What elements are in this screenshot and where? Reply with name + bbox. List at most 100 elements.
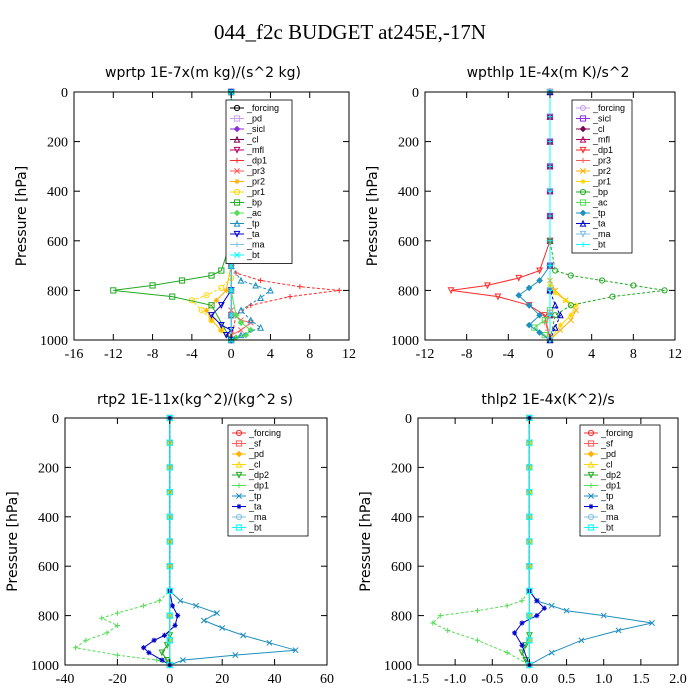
data-point	[511, 630, 518, 636]
y-axis-label: Pressure [hPa]	[5, 491, 21, 591]
legend-label: _ma	[600, 512, 619, 522]
data-point	[237, 319, 245, 326]
legend-item: _tp	[230, 219, 260, 229]
data-point	[526, 513, 533, 520]
legend-item: _pr3	[230, 166, 265, 176]
legend-item: _dp2	[232, 470, 269, 480]
legend-item: _forcing	[230, 103, 279, 113]
legend-marker	[233, 209, 241, 217]
legend-label: _mfl	[592, 135, 610, 145]
panel-title: rtp2 1E-11x(kg^2)/(kg^2 s)	[97, 392, 293, 408]
legend-label: _ac	[592, 198, 608, 208]
data-point	[494, 293, 502, 301]
data-point	[567, 317, 574, 324]
legend-marker	[233, 115, 241, 122]
data-point	[218, 267, 225, 274]
data-point	[541, 312, 549, 319]
data-point	[484, 282, 491, 290]
legend-label: _bt	[600, 523, 614, 533]
legend-marker	[236, 503, 242, 510]
data-point	[203, 307, 210, 313]
legend-item: _mfl	[576, 135, 610, 145]
legend-marker	[579, 135, 587, 143]
y-tick-label: 800	[398, 284, 419, 299]
legend-label: _ta	[600, 502, 614, 512]
data-point	[526, 612, 533, 619]
legend-item: _bt	[576, 240, 606, 250]
legend-item: _cl	[232, 460, 261, 470]
x-tick-label: -1.5	[407, 672, 429, 687]
legend: _forcing_sicl_cl_mfl_dp1_pr3_pr2_pr1_bp_…	[571, 99, 633, 254]
data-point	[208, 302, 215, 309]
data-point	[177, 597, 184, 604]
legend-marker	[579, 115, 587, 122]
plot-frame	[64, 417, 328, 666]
legend-marker	[587, 450, 595, 458]
y-tick-label: 200	[398, 136, 419, 151]
legend-marker	[588, 482, 594, 489]
legend-item: _dp2	[584, 470, 621, 480]
legend-marker	[233, 104, 241, 112]
x-tick-label: -0.5	[481, 672, 503, 687]
data-point	[222, 331, 230, 339]
data-point	[240, 632, 247, 639]
data-point	[515, 274, 523, 282]
data-point	[257, 323, 265, 331]
data-point	[166, 489, 173, 496]
data-point	[519, 620, 525, 626]
data-point	[237, 306, 245, 314]
legend-box	[571, 99, 633, 254]
legend-item: _pr3	[576, 156, 611, 166]
legend-item: _pr2	[230, 177, 265, 187]
data-point	[166, 513, 173, 520]
data-point	[526, 587, 533, 594]
data-point	[166, 612, 173, 619]
data-point	[297, 284, 303, 290]
data-point	[578, 637, 585, 644]
data-point	[563, 297, 569, 303]
legend-label: _tp	[592, 208, 606, 218]
data-point	[534, 613, 540, 619]
y-tick-label: 0	[61, 86, 68, 101]
y-tick-label: 1000	[31, 659, 59, 674]
data-point	[630, 282, 637, 289]
legend-marker	[233, 188, 241, 196]
legend-item: _dp1	[230, 156, 267, 166]
data-point	[547, 312, 553, 318]
legend-item: _ta	[576, 219, 606, 229]
panel-title: wprtp 1E-7x(m kg)/(s^2 kg)	[105, 65, 301, 81]
legend-label: _cl	[248, 460, 261, 470]
data-point	[257, 294, 265, 301]
data-point	[536, 329, 543, 336]
data-point	[146, 650, 152, 656]
legend-item: _sicl	[576, 114, 611, 124]
x-tick-label: 4	[267, 347, 274, 362]
legend: _forcing_pd_sicl_cl_mfl_dp1_pr3_pr2_pr1_…	[225, 99, 293, 264]
legend-item: _ta	[230, 229, 260, 239]
x-tick-label: -4	[502, 347, 514, 362]
data-point	[114, 610, 120, 616]
legend-label: _bt	[246, 250, 260, 260]
legend-item: _pd	[230, 114, 262, 124]
legend-label: _pr1	[592, 177, 611, 187]
data-point	[154, 657, 160, 663]
y-tick-label: 600	[398, 235, 419, 250]
data-point	[536, 267, 543, 275]
data-point	[219, 624, 226, 631]
legend-label: _dp2	[600, 470, 621, 480]
legend-label: _sf	[248, 439, 262, 449]
legend-item: _ac	[576, 198, 608, 208]
legend-marker	[234, 168, 240, 174]
y-tick-label: 800	[47, 284, 68, 299]
data-point	[551, 301, 559, 309]
data-point	[158, 649, 166, 657]
data-point	[526, 637, 533, 644]
data-point	[156, 598, 162, 604]
data-point	[151, 637, 157, 643]
legend-label: _sf	[600, 439, 614, 449]
legend-marker	[588, 493, 594, 499]
y-tick-label: 0	[52, 412, 59, 427]
legend-item: _ma	[584, 512, 619, 522]
legend-marker	[579, 146, 587, 154]
